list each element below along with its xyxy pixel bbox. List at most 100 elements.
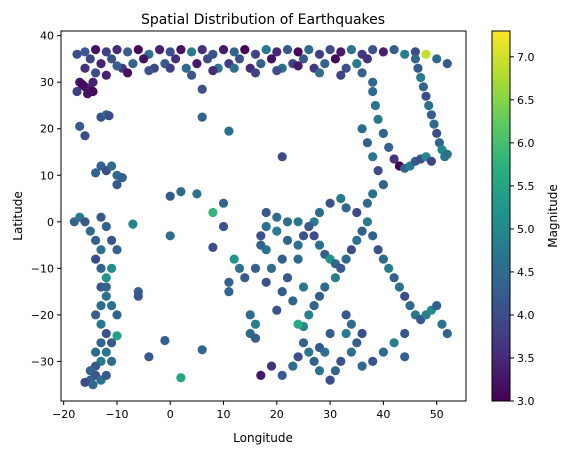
data-point: [378, 347, 388, 357]
data-point: [101, 47, 111, 57]
data-point: [107, 338, 117, 348]
data-point: [101, 291, 111, 301]
data-point: [378, 180, 388, 190]
data-point: [272, 305, 282, 315]
data-point: [330, 54, 340, 64]
data-point: [88, 77, 98, 87]
data-point: [314, 291, 325, 301]
data-point: [346, 245, 356, 255]
data-point: [104, 111, 114, 121]
data-point: [272, 66, 282, 76]
data-point: [357, 226, 367, 236]
data-point: [400, 291, 410, 301]
data-point: [304, 45, 314, 55]
data-point: [112, 180, 122, 190]
data-point: [112, 331, 122, 341]
x-tick-label: 50: [430, 408, 444, 421]
colorbar-tick-label: 3.5: [517, 352, 535, 365]
data-point: [400, 49, 410, 59]
x-tick-label: −20: [52, 408, 75, 421]
colorbar-tick-label: 4.0: [517, 309, 535, 322]
data-point: [325, 45, 335, 55]
data-point: [144, 66, 154, 76]
data-point: [272, 226, 282, 236]
x-tick-label: −10: [105, 408, 128, 421]
data-point: [88, 86, 98, 97]
data-point: [352, 59, 362, 69]
data-point: [314, 366, 325, 376]
data-point: [261, 45, 271, 55]
data-point: [432, 128, 442, 138]
data-point: [261, 245, 271, 255]
data-point: [394, 282, 404, 292]
data-point: [218, 221, 229, 232]
data-point: [336, 70, 346, 80]
data-point: [256, 231, 266, 241]
data-point: [362, 54, 372, 64]
data-point: [437, 319, 447, 329]
data-point: [229, 254, 239, 264]
data-point: [413, 63, 423, 73]
data-point: [96, 263, 106, 273]
data-point: [320, 59, 330, 69]
y-axis: −30 −20 −10 0 10 20 30 40: [31, 30, 61, 368]
data-point: [346, 319, 356, 329]
data-point: [416, 72, 426, 83]
data-point: [218, 45, 229, 55]
x-tick-label: 10: [217, 408, 231, 421]
data-point: [384, 263, 394, 273]
data-point: [208, 207, 218, 218]
data-point: [85, 226, 95, 236]
y-tick-label: 30: [40, 76, 54, 89]
data-point: [298, 54, 309, 64]
data-point: [112, 310, 122, 320]
data-point: [128, 59, 138, 69]
data-point: [304, 310, 314, 320]
data-point: [421, 49, 431, 59]
data-point: [224, 287, 234, 297]
data-point: [362, 138, 372, 148]
data-point: [187, 47, 197, 57]
data-point: [80, 217, 90, 227]
data-point: [368, 77, 378, 87]
data-point: [314, 240, 325, 250]
data-point: [96, 301, 106, 311]
data-point: [165, 63, 175, 73]
data-point: [85, 54, 95, 64]
data-point: [325, 198, 335, 208]
data-point: [234, 263, 245, 273]
data-point: [314, 207, 325, 218]
data-point: [370, 100, 380, 111]
data-point: [341, 328, 351, 339]
data-point: [389, 338, 399, 348]
data-point: [442, 328, 452, 339]
data-point: [341, 310, 351, 320]
colorbar-label: Magnitude: [546, 184, 560, 248]
data-point: [192, 189, 202, 199]
data-point: [240, 273, 250, 283]
data-point: [160, 335, 170, 346]
data-point: [240, 45, 250, 55]
data-point: [352, 207, 362, 218]
data-point: [362, 217, 372, 227]
data-point: [368, 86, 378, 97]
data-point: [245, 310, 255, 320]
data-point: [293, 352, 303, 362]
data-point: [197, 345, 207, 355]
colorbar-tick-label: 5.0: [517, 223, 535, 236]
data-point: [357, 361, 367, 371]
data-point: [298, 231, 309, 241]
data-point: [352, 338, 362, 348]
data-point: [96, 59, 106, 69]
data-point: [144, 352, 154, 362]
data-point: [96, 245, 106, 255]
data-point: [368, 189, 378, 199]
y-tick-label: −20: [31, 309, 54, 322]
data-point: [341, 63, 351, 73]
data-point: [218, 198, 229, 208]
data-point: [341, 254, 351, 264]
data-point: [192, 59, 202, 69]
data-point: [256, 59, 266, 69]
data-point: [277, 254, 287, 264]
data-point: [96, 319, 106, 329]
